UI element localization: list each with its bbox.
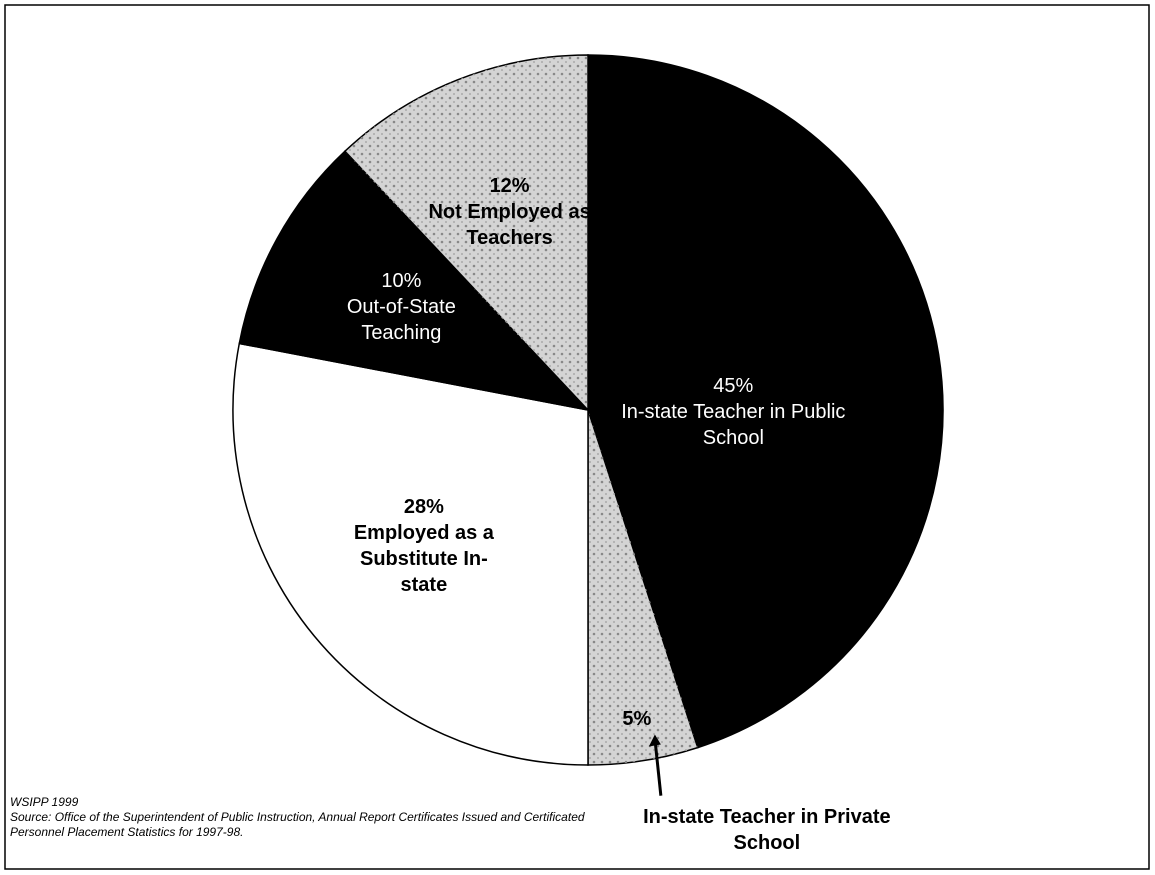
label-box: 12% Not Employed as Teachers — [425, 137, 595, 287]
category-label: Not Employed as Teachers — [428, 200, 591, 249]
pointer-arrow — [653, 738, 663, 796]
slice-label: 10% Out-of-State Teaching — [316, 232, 486, 382]
category-label: In-state Teacher in Public School — [621, 401, 846, 450]
slice-label: 28% Employed as a Substitute In-state — [339, 471, 509, 621]
value-label: 28% — [403, 495, 444, 518]
category-label: In-state Teacher in Private School — [643, 805, 891, 854]
label-box: 28% Employed as a Substitute In-state — [339, 471, 509, 621]
pointer-head — [648, 734, 661, 747]
pie-slice — [238, 150, 591, 412]
slice-label: In-state Teacher in Private School — [637, 800, 897, 860]
slice-label: 5% — [607, 704, 667, 734]
frame — [4, 4, 1150, 870]
category-label: Employed as a Substitute In-state — [353, 521, 494, 596]
pie-slice — [587, 54, 944, 749]
slice-label: 45% In-state Teacher in Public School — [613, 337, 853, 487]
value-label: 45% — [713, 375, 754, 398]
value-label: 10% — [381, 270, 422, 293]
slice-texture — [588, 410, 698, 765]
label-box: 10% Out-of-State Teaching — [316, 232, 486, 382]
slice-texture — [344, 55, 588, 410]
slice-label: 12% Not Employed as Teachers — [425, 137, 595, 287]
pie-slice — [232, 342, 589, 766]
category-label: Out-of-State Teaching — [346, 296, 456, 345]
label-box: 5% — [607, 704, 667, 734]
label-box: In-state Teacher in Private School — [637, 800, 897, 860]
value-label: 12% — [489, 174, 530, 197]
value-label: 5% — [622, 707, 652, 730]
source-note: Source: Office of the Superintendent of … — [10, 810, 585, 839]
credit: WSIPP 1999 — [10, 795, 79, 809]
label-box: 45% In-state Teacher in Public School — [613, 337, 853, 487]
